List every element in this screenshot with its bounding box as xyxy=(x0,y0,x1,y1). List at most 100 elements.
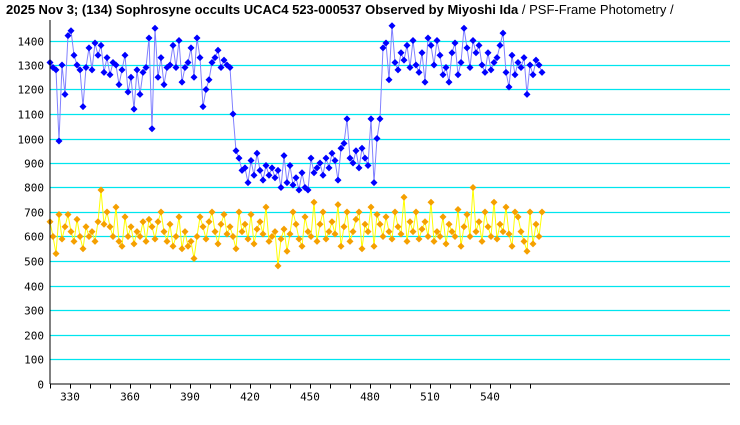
target-point xyxy=(79,103,87,111)
y-tick-label: 1100 xyxy=(18,109,45,122)
comparison-point xyxy=(262,203,270,211)
target-point xyxy=(220,56,228,64)
comparison-point xyxy=(112,203,120,211)
target-point xyxy=(496,41,504,49)
target-point xyxy=(232,147,240,155)
comparison-point xyxy=(355,208,363,216)
target-point xyxy=(472,49,480,57)
series-comparison xyxy=(46,184,546,270)
target-point xyxy=(487,66,495,74)
target-point xyxy=(307,154,315,162)
comparison-point xyxy=(304,228,312,236)
target-point xyxy=(397,49,405,57)
comparison-point xyxy=(184,242,192,250)
comparison-point xyxy=(322,235,330,243)
comparison-point xyxy=(298,242,306,250)
comparison-point xyxy=(172,233,180,240)
comparison-point xyxy=(193,233,201,240)
comparison-point xyxy=(151,235,159,243)
comparison-point xyxy=(214,240,222,248)
comparison-point xyxy=(205,218,213,226)
comparison-point xyxy=(157,208,165,216)
y-tick-label: 800 xyxy=(24,182,44,195)
target-point xyxy=(403,41,411,49)
y-tick-label: 600 xyxy=(24,231,44,244)
comparison-point xyxy=(526,208,534,216)
y-tick-label: 1000 xyxy=(18,134,45,147)
comparison-point xyxy=(496,220,504,228)
target-point xyxy=(325,164,333,172)
target-point xyxy=(214,46,222,54)
comparison-point xyxy=(145,215,153,223)
target-point xyxy=(247,157,255,165)
target-point xyxy=(244,179,252,187)
comparison-point xyxy=(130,240,138,248)
comparison-point xyxy=(502,203,510,211)
target-point xyxy=(208,59,216,67)
target-point xyxy=(154,73,162,81)
comparison-point xyxy=(403,237,411,245)
target-point xyxy=(529,71,537,79)
target-point xyxy=(175,37,183,44)
target-point xyxy=(337,144,345,152)
comparison-point xyxy=(490,198,498,206)
target-point xyxy=(259,176,267,184)
comparison-point xyxy=(91,237,99,245)
target-point xyxy=(148,125,156,133)
comparison-point xyxy=(253,225,261,233)
target-point xyxy=(169,41,177,49)
comparison-point xyxy=(259,230,267,238)
target-point xyxy=(106,71,114,79)
x-tick-label: 330 xyxy=(60,391,80,404)
comparison-point xyxy=(268,233,276,240)
target-point xyxy=(157,54,165,62)
comparison-point xyxy=(70,237,78,245)
x-tick-label: 420 xyxy=(240,391,260,404)
target-point xyxy=(430,61,438,69)
comparison-point xyxy=(181,228,189,236)
target-point xyxy=(94,51,102,59)
target-point xyxy=(457,59,465,67)
comparison-point xyxy=(190,255,198,263)
comparison-point xyxy=(238,228,246,236)
comparison-point xyxy=(463,210,471,218)
target-point xyxy=(355,164,363,172)
y-tick-label: 1300 xyxy=(18,60,45,73)
comparison-point xyxy=(199,223,207,231)
target-point xyxy=(202,86,210,93)
target-point xyxy=(277,184,285,191)
y-tick-label: 900 xyxy=(24,158,44,171)
target-point xyxy=(70,51,78,59)
y-tick-label: 500 xyxy=(24,256,44,269)
target-point xyxy=(283,179,291,187)
comparison-point xyxy=(241,220,249,228)
comparison-point xyxy=(244,235,252,243)
target-point xyxy=(205,76,213,84)
target-point xyxy=(160,81,168,89)
target-point xyxy=(469,37,477,44)
target-point xyxy=(484,49,492,57)
target-point xyxy=(451,39,459,47)
target-point xyxy=(367,115,375,123)
chart-title-block: 2025 Nov 3; (134) Sophrosyne occults UCA… xyxy=(6,2,674,17)
x-tick-label: 540 xyxy=(480,391,500,404)
comparison-point xyxy=(424,233,432,240)
comparison-point xyxy=(124,233,132,240)
target-point xyxy=(250,171,258,179)
comparison-point xyxy=(433,228,441,236)
x-tick-label: 450 xyxy=(300,391,320,404)
comparison-point xyxy=(229,233,237,240)
x-tick-label: 480 xyxy=(360,391,380,404)
comparison-point xyxy=(274,262,282,270)
comparison-point xyxy=(316,220,324,228)
comparison-point xyxy=(436,233,444,240)
target-point xyxy=(418,49,426,57)
target-point xyxy=(280,152,288,160)
comparison-point xyxy=(340,223,348,231)
target-point xyxy=(466,63,474,71)
target-point xyxy=(517,63,525,71)
target-point xyxy=(388,22,396,30)
target-point xyxy=(400,56,408,64)
comparison-point xyxy=(211,228,219,236)
comparison-point xyxy=(67,228,75,236)
